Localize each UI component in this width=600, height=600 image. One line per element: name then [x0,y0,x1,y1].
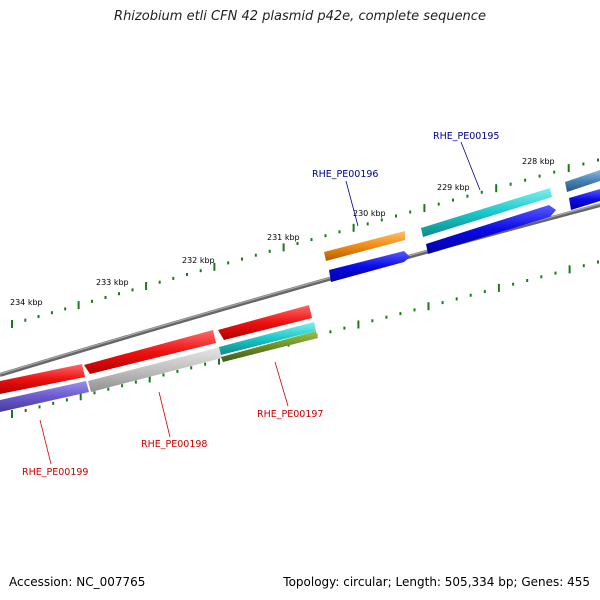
red-gene-arrow[interactable] [84,330,216,374]
olive-gene-arrow[interactable] [221,331,318,362]
blue-gene-arrow[interactable] [426,205,556,254]
gene-label-forward[interactable]: RHE_PE00195 [433,131,499,142]
tick-label: 230 kbp [353,209,386,218]
map-title: Rhizobium etli CFN 42 plasmid p42e, comp… [114,9,486,24]
gene-rhe-pe00199[interactable] [0,364,89,412]
blue-gene-arrow[interactable] [569,189,600,210]
blue-gene-arrow[interactable] [329,251,410,282]
tick-label: 231 kbp [267,233,300,242]
cyan-gene-arrow[interactable] [421,188,552,237]
steel-gene-arrow[interactable] [565,170,600,192]
leader-line [274,361,289,407]
upper-tick-row [11,158,599,328]
gene-label-reverse[interactable]: RHE_PE00197 [257,409,323,420]
gene-rhe-pe00198[interactable] [84,330,222,392]
gene-label-reverse[interactable]: RHE_PE00198 [141,439,207,450]
tick-label: 229 kbp [437,183,470,192]
orange-gene-arrow[interactable] [324,231,405,261]
gene-rhe-pe00196[interactable] [324,231,410,282]
tick-label: 233 kbp [96,278,129,287]
tick-label: 234 kbp [10,298,43,307]
accession-text: Accession: NC_007765 [9,575,146,589]
tick-label: 228 kbp [522,157,555,166]
leader-line [39,419,52,465]
gene-label-reverse[interactable]: RHE_PE00199 [22,467,88,478]
gene-rhe-pe00195[interactable] [421,188,556,254]
red-gene-arrow[interactable] [0,364,85,394]
leader-line [158,391,171,438]
gene-right-edge[interactable] [565,170,600,210]
topology-text: Topology: circular; Length: 505,334 bp; … [283,575,590,589]
backbone-arc [0,203,600,377]
tick-label: 232 kbp [182,256,215,265]
red-gene-arrow[interactable] [218,305,312,340]
slate-gene-arrow[interactable] [0,381,89,412]
gray-gene-arrow[interactable] [88,347,222,392]
cyan-gene-arrow[interactable] [219,322,316,355]
leader-line [345,180,359,227]
leader-line [460,141,481,191]
lower-tick-row [11,260,599,418]
gene-rhe-pe00197[interactable] [218,305,318,362]
gene-label-forward[interactable]: RHE_PE00196 [312,169,378,180]
